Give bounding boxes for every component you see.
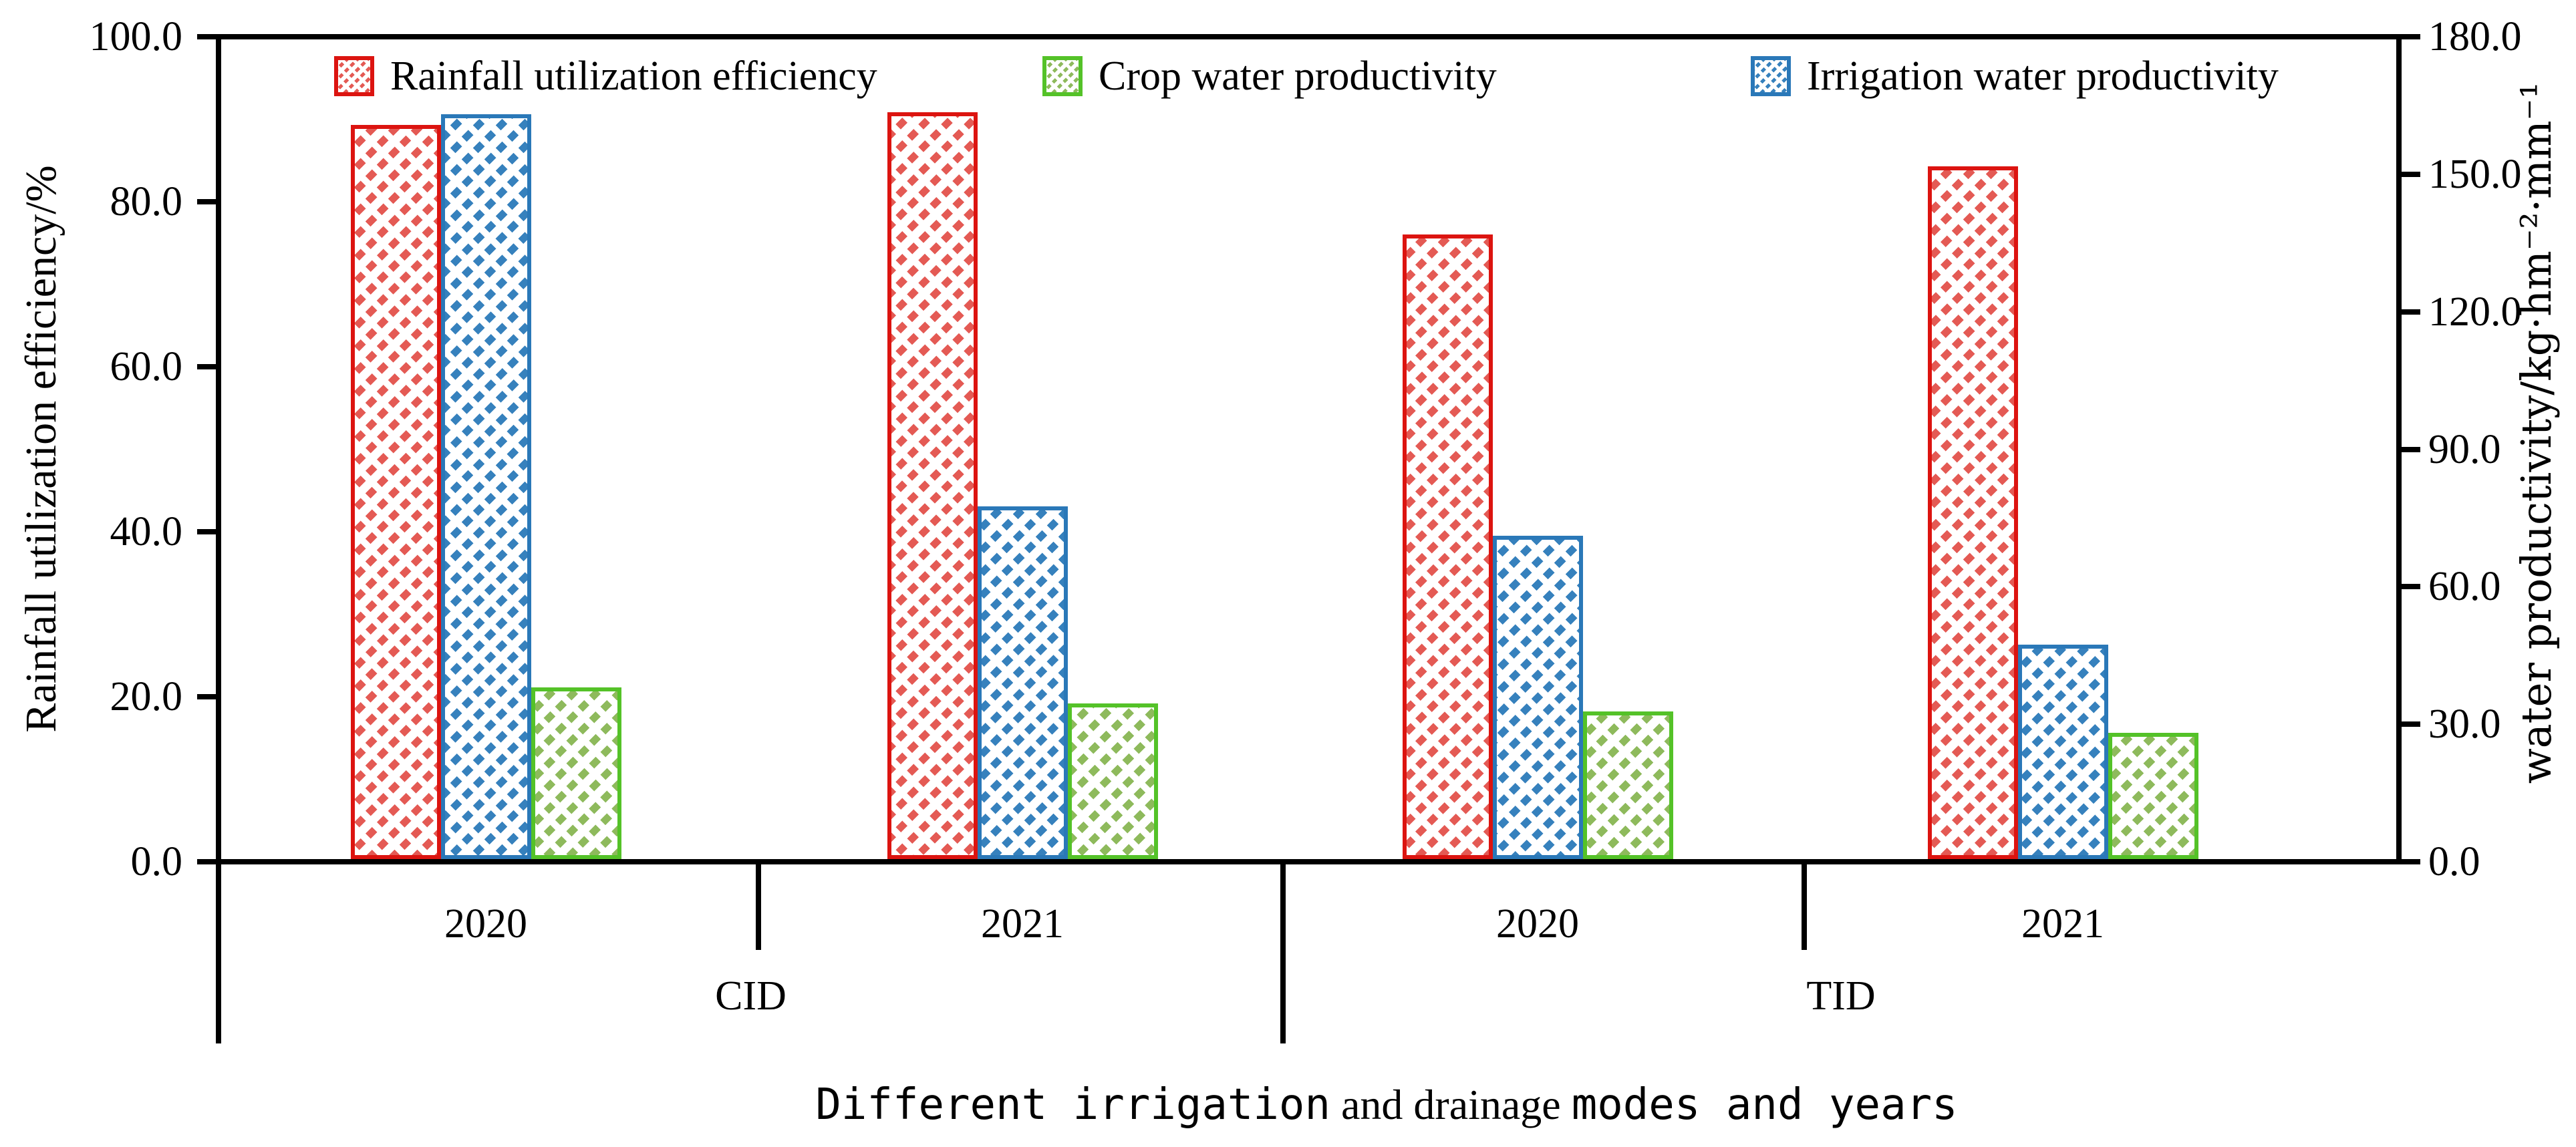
- right-axis-tickmark: [2399, 859, 2420, 864]
- right-axis-tick-label: 120.0: [2428, 289, 2522, 335]
- bar-cwp-cid-2021: [1067, 703, 1158, 859]
- axis-extension-line: [216, 862, 221, 1043]
- right-axis-tickmark: [2399, 721, 2420, 727]
- mode-label-cid: CID: [715, 973, 786, 1019]
- bar-iwp-tid-2020: [1492, 536, 1583, 859]
- x-axis-title-segment: Different irrigation: [815, 1080, 1330, 1130]
- mode-label-tid: TID: [1806, 973, 1876, 1019]
- right-axis-tickmark: [2399, 309, 2420, 315]
- plot-area: [216, 34, 2402, 864]
- right-axis-tickmark: [2399, 446, 2420, 452]
- bar-cwp-tid-2020: [1582, 711, 1673, 859]
- bar-iwp-tid-2021: [2017, 644, 2108, 859]
- mode-divider-line: [1280, 862, 1286, 1043]
- x-axis-title-segment: modes and years: [1571, 1080, 1958, 1130]
- left-axis-tickmark: [197, 364, 219, 369]
- year-divider-line: [1802, 862, 1807, 950]
- year-label: 2021: [2021, 901, 2104, 947]
- right-axis-tickmark: [2399, 171, 2420, 177]
- bar-rue-tid-2020: [1402, 234, 1493, 859]
- bar-rue-tid-2021: [1927, 166, 2018, 859]
- legend-label: Rainfall utilization efficiency: [390, 53, 877, 99]
- left-axis-title: Rainfall utilization efficiency/%: [17, 165, 65, 733]
- left-axis-tick-label: 60.0: [110, 344, 183, 389]
- left-axis-tick-label: 0.0: [130, 839, 183, 884]
- legend-swatch-green-hatch-icon: [1042, 56, 1083, 96]
- year-divider-line: [756, 862, 761, 950]
- right-axis-tick-label: 180.0: [2428, 14, 2522, 59]
- right-axis-tick-label: 60.0: [2428, 564, 2501, 610]
- left-axis-tickmark: [197, 199, 219, 204]
- legend-label: Irrigation water productivity: [1807, 53, 2279, 99]
- bar-iwp-cid-2020: [440, 114, 531, 859]
- x-axis-title: Different irrigation and drainage modes …: [815, 1081, 1957, 1128]
- right-axis-tick-label: 30.0: [2428, 701, 2501, 748]
- left-axis-tickmark: [197, 529, 219, 534]
- bar-rue-cid-2021: [887, 112, 978, 859]
- right-axis-tick-label: 0.0: [2428, 839, 2480, 884]
- year-label: 2021: [981, 901, 1064, 947]
- legend-item-irrigation-water-productivity: Irrigation water productivity: [1751, 55, 2279, 97]
- legend-swatch-blue-hatch-icon: [1751, 56, 1791, 96]
- left-axis-tick-label: 20.0: [110, 674, 183, 719]
- legend-item-crop-water-productivity: Crop water productivity: [1042, 55, 1497, 97]
- right-axis-tick-label: 90.0: [2428, 426, 2501, 472]
- year-label: 2020: [1496, 901, 1579, 947]
- bar-cwp-cid-2020: [531, 687, 621, 859]
- right-axis-tickmark: [2399, 584, 2420, 590]
- right-axis-title: water productivity/kg·hm⁻²·mm⁻¹: [2512, 81, 2561, 784]
- left-axis-tickmark: [197, 694, 219, 699]
- left-axis-tickmark: [197, 34, 219, 39]
- left-axis-tick-label: 100.0: [89, 14, 183, 59]
- bar-rue-cid-2020: [350, 124, 441, 859]
- legend-item-rainfall-utilization-efficiency: Rainfall utilization efficiency: [334, 55, 877, 97]
- left-axis-tick-label: 80.0: [110, 179, 183, 224]
- right-axis-tickmark: [2399, 34, 2420, 39]
- bar-cwp-tid-2021: [2108, 733, 2198, 859]
- year-label: 2020: [444, 901, 527, 947]
- x-axis-title-segment: and drainage: [1330, 1081, 1572, 1128]
- left-axis-tickmark: [197, 859, 219, 864]
- left-axis-tick-label: 40.0: [110, 509, 183, 554]
- legend-label: Crop water productivity: [1099, 53, 1497, 99]
- legend-swatch-red-hatch-icon: [334, 56, 374, 96]
- right-axis-tick-label: 150.0: [2428, 151, 2522, 197]
- bar-iwp-cid-2021: [977, 506, 1068, 859]
